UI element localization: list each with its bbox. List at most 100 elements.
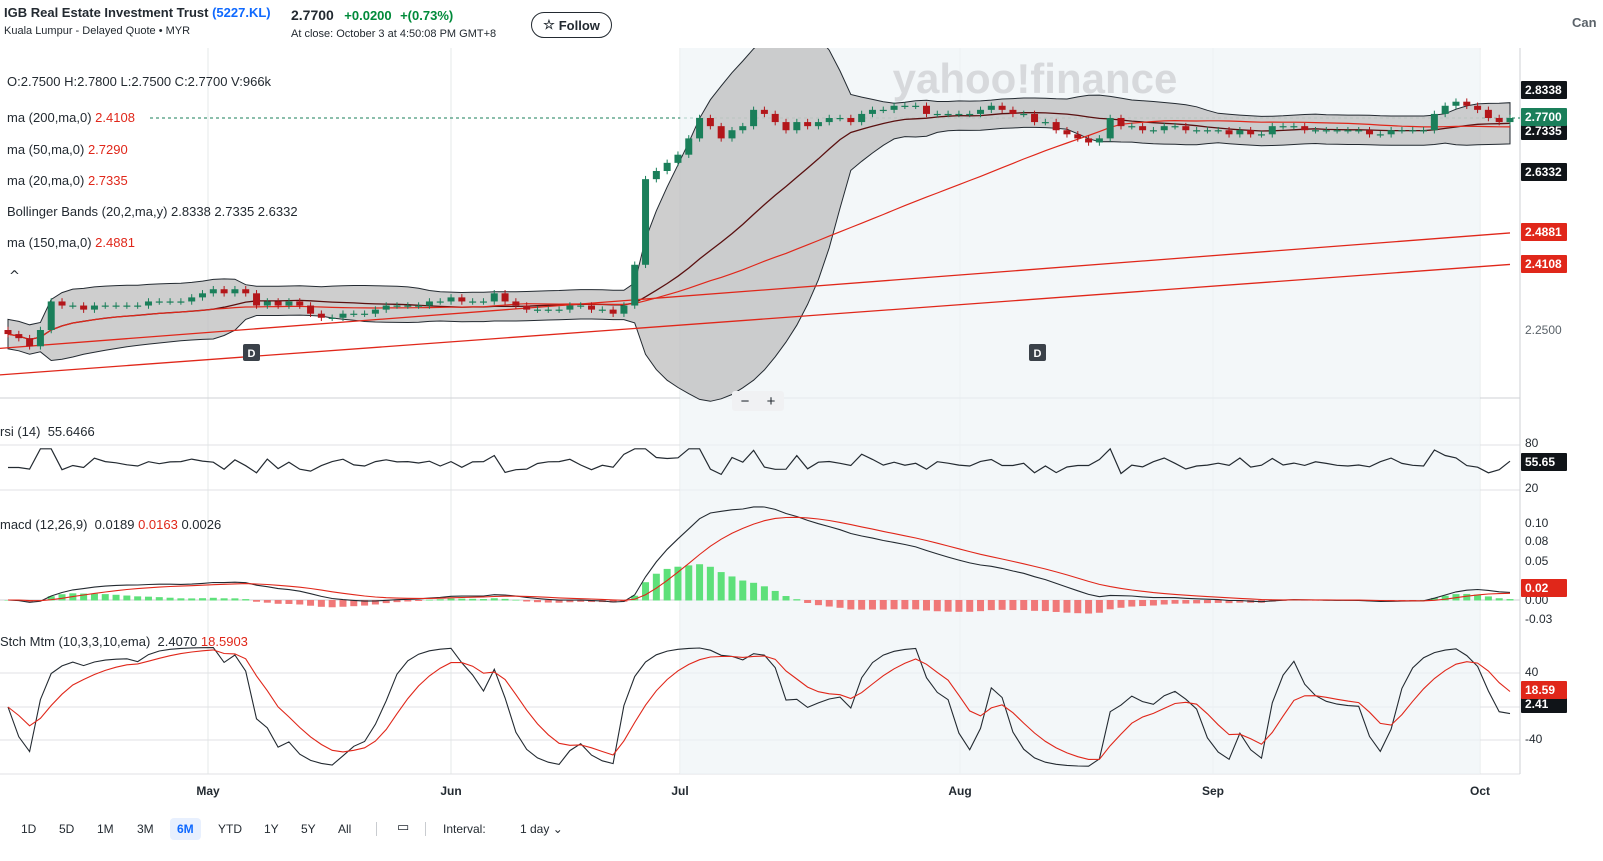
ticker-symbol[interactable]: (5227.KL) [212, 5, 271, 20]
legend-macd[interactable]: macd (12,26,9) 0.0189 0.0163 0.0026 [0, 517, 221, 532]
candle-63 [685, 135, 693, 158]
macd-hist-bar [523, 600, 531, 602]
candle-body [1095, 138, 1103, 143]
legend-ma150[interactable]: ma (150,ma,0) 2.4881 [7, 235, 135, 250]
truncated-header-link[interactable]: Can [1572, 15, 1597, 30]
legend-rsi[interactable]: rsi (14) 55.6466 [0, 424, 95, 439]
range-1y-button[interactable]: 1Y [257, 818, 286, 840]
candle-body [101, 305, 109, 307]
candle-body [685, 138, 693, 155]
tick-rsi-20: 20 [1525, 481, 1539, 495]
tick-stch-40: 40 [1525, 665, 1539, 679]
calendar-icon[interactable]: ▭ [397, 819, 410, 834]
candle-37 [404, 302, 412, 309]
candle-body [1495, 118, 1503, 123]
candle-body [242, 289, 250, 294]
candle-body [1074, 134, 1082, 139]
candle-135 [1463, 98, 1471, 110]
macd-hist-bar [339, 600, 347, 607]
macd-hist-bar [1052, 600, 1060, 612]
candle-body [858, 113, 866, 123]
macd-hist-bar [80, 593, 88, 601]
range-3m-button[interactable]: 3M [130, 818, 161, 840]
macd-hist-bar [1495, 598, 1503, 601]
candle-29 [317, 310, 325, 322]
candle-body [609, 309, 617, 314]
tick-rsi-80: 80 [1525, 436, 1539, 450]
range-1m-button[interactable]: 1M [90, 818, 121, 840]
candle-body [317, 313, 325, 318]
candle-24 [263, 298, 271, 309]
macd-hist-bar [393, 600, 401, 603]
x-label-aug: Aug [948, 784, 971, 798]
divider [376, 822, 377, 836]
candle-85 [922, 102, 930, 118]
macd-hist-bar [307, 600, 315, 606]
legend-bollinger[interactable]: Bollinger Bands (20,2,ma,y) 2.8338 2.733… [7, 204, 298, 219]
candle-122 [1322, 126, 1330, 134]
candle-72 [782, 118, 790, 134]
candle-body [1257, 134, 1265, 136]
candle-90 [977, 106, 985, 118]
candle-15 [166, 298, 174, 305]
ma150-line [0, 232, 1511, 349]
macd-hist-bar [166, 597, 174, 601]
tick-stch-40-text: 40 [1525, 665, 1539, 679]
candle-46 [501, 290, 509, 305]
candle-body [307, 305, 315, 314]
legend-ma20[interactable]: ma (20,ma,0) 2.7335 [7, 173, 128, 188]
range-1d-button[interactable]: 1D [14, 818, 43, 840]
bb-label: Bollinger Bands (20,2,ma,y) [7, 204, 168, 219]
follow-button[interactable]: ☆ Follow [531, 12, 612, 38]
candle-body [793, 122, 801, 131]
range-5y-button[interactable]: 5Y [294, 818, 323, 840]
candle-117 [1268, 122, 1276, 138]
legend-stch[interactable]: Stch Mtm (10,3,3,10,ema) 2.4070 18.5903 [0, 634, 248, 649]
price-change-pct: +(0.73%) [400, 8, 454, 23]
candle-47 [512, 298, 520, 309]
price-chart[interactable]: yahoo!finance May Jun Jul Aug Sep Oct 2.83382… [0, 48, 1603, 810]
legend-ma200[interactable]: ma (200,ma,0) 2.4108 [7, 110, 135, 125]
macd-value: 0.0189 [94, 517, 135, 532]
ma50-label: ma (50,ma,0) [7, 142, 85, 157]
macd-hist-bar [739, 580, 747, 601]
candle-81 [879, 106, 887, 114]
candle-body [4, 330, 12, 335]
macd-hist-bar [501, 598, 509, 601]
zoom-out-button[interactable]: − [740, 392, 750, 410]
candle-body [1506, 118, 1514, 123]
macd-hist-bar [1193, 600, 1201, 604]
interval-select[interactable]: 1 day ⌄ [520, 822, 563, 836]
candle-body [415, 305, 423, 307]
macd-hist-bar [447, 598, 455, 601]
candle-body [674, 154, 682, 163]
tag-macd: 0.02 [1521, 579, 1567, 597]
candle-body [750, 109, 758, 127]
candle-137 [1484, 106, 1492, 122]
range-5d-button[interactable]: 5D [52, 818, 81, 840]
candle-body [58, 301, 66, 306]
candle-body [36, 330, 44, 347]
zoom-in-button[interactable]: + [766, 392, 776, 410]
candle-41 [447, 294, 455, 305]
ma150-label: ma (150,ma,0) [7, 235, 92, 250]
candle-body [717, 126, 725, 139]
macd-label: macd (12,26,9) [0, 517, 88, 532]
legend-ma50[interactable]: ma (50,ma,0) 2.7290 [7, 142, 128, 157]
candle-32 [350, 310, 358, 317]
macd-hist-bar [1171, 600, 1179, 604]
candle-body [1355, 130, 1363, 132]
candle-body [987, 105, 995, 110]
x-label-jul: Jul [671, 784, 688, 798]
tag-stch-d-text: 18.59 [1525, 683, 1555, 697]
range-ytd-button[interactable]: YTD [211, 818, 249, 840]
tag-stch-k: 2.41 [1521, 695, 1567, 713]
candle-64 [696, 114, 704, 142]
ohlc-legend: O:2.7500 H:2.7800 L:2.7500 C:2.7700 V:96… [7, 74, 272, 89]
macd-hist-bar [1020, 600, 1028, 611]
candle-42 [458, 294, 466, 305]
range-6m-button[interactable]: 6M [170, 818, 201, 840]
bollinger-area [7, 48, 1511, 402]
candle-96 [1041, 118, 1049, 126]
range-all-button[interactable]: All [331, 818, 358, 840]
